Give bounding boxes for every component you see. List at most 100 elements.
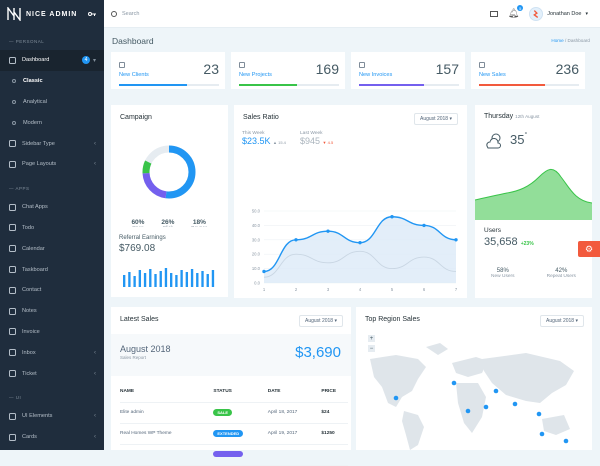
- dashboard-badge: 4: [82, 56, 90, 65]
- y-tick-label: 20.0: [252, 252, 261, 257]
- latest-sales-title: Latest Sales: [120, 316, 159, 323]
- top-region-title: Top Region Sales: [365, 316, 420, 323]
- world-map: [370, 343, 574, 450]
- row-status: EXTENDED: [213, 423, 268, 445]
- data-point: [358, 240, 362, 245]
- referral-bar: [196, 273, 199, 287]
- calendar-icon: [9, 245, 16, 253]
- zoom-in-button[interactable]: +: [368, 335, 375, 342]
- search-box[interactable]: Search: [111, 10, 140, 17]
- donut-segment-bounce: [142, 145, 196, 199]
- stat-icon: [239, 62, 245, 68]
- stat-progress-fill: [359, 84, 424, 86]
- stat-value: 157: [435, 61, 459, 77]
- stat-value: 236: [555, 61, 579, 77]
- key-icon[interactable]: [88, 11, 96, 17]
- y-tick-label: 10.0: [252, 266, 261, 271]
- circle-icon: [12, 120, 16, 125]
- search-input[interactable]: Search: [122, 10, 140, 17]
- referral-bar: [154, 274, 157, 287]
- sidebar-item-sidebar-type[interactable]: Sidebar Type ‹: [0, 133, 104, 154]
- section-personal: — PERSONAL: [9, 39, 45, 44]
- user-menu[interactable]: Jonathan Doe ▾: [529, 6, 588, 21]
- chevron-left-icon: ‹: [94, 140, 96, 147]
- table-row[interactable]: [120, 444, 348, 466]
- sidebar-subitem-classic[interactable]: Classic: [0, 71, 104, 92]
- breadcrumb-home[interactable]: Home: [551, 38, 564, 43]
- sales-ratio-dropdown[interactable]: August 2018 ▾: [414, 113, 458, 125]
- cards-icon: [9, 433, 16, 441]
- sidebar-item-inbox[interactable]: Inbox ‹: [0, 342, 104, 363]
- referral-bar: [133, 276, 136, 287]
- circle-icon: [12, 99, 16, 104]
- weather-area-chart: [475, 169, 592, 238]
- circle-icon: [12, 79, 16, 84]
- data-point: [262, 269, 266, 274]
- stat-progress: [119, 84, 219, 86]
- sidebar-item-contact[interactable]: Contact: [0, 280, 104, 301]
- sales-ratio-card: Sales Ratio August 2018 ▾ This Week $23.…: [234, 105, 467, 298]
- sidebar-item-taskboard[interactable]: Taskboard: [0, 259, 104, 280]
- stat-card: New Invoices 157: [351, 52, 465, 89]
- x-tick-label: 1: [263, 287, 266, 292]
- section-ui: — UI: [9, 394, 22, 400]
- referral-bar: [128, 272, 131, 287]
- status-badge: EXTENDED: [213, 429, 244, 437]
- x-tick-label: 4: [359, 287, 362, 292]
- sidebar-item-dashboard[interactable]: Dashboard 4 ▾: [0, 50, 104, 71]
- table-row[interactable]: Real Homes WP Theme EXTENDED April 19, 201…: [120, 423, 348, 445]
- stat-progress: [239, 84, 339, 86]
- row-date: April 19, 2017: [267, 423, 322, 445]
- latest-sales-dropdown[interactable]: August 2018 ▾: [299, 315, 343, 327]
- cloud-sun-icon: [486, 133, 501, 149]
- stat-icon: [119, 62, 125, 68]
- sidebar-item-chat-apps[interactable]: Chat Apps: [0, 197, 104, 218]
- invoice-icon: [9, 328, 16, 336]
- breadcrumb-current: Dashboard: [567, 38, 590, 43]
- data-point: [390, 215, 394, 219]
- bell-icon[interactable]: 🔔︎ 5: [507, 5, 524, 18]
- sidebar-item-ui-elements[interactable]: UI Elements ‹: [0, 406, 104, 427]
- x-tick-label: 3: [327, 287, 330, 292]
- sidebar-item-calendar[interactable]: Calendar: [0, 238, 104, 259]
- row-status: SALE: [213, 402, 268, 424]
- notification-count: 5: [517, 5, 524, 11]
- mail-icon[interactable]: [489, 10, 498, 17]
- x-tick-label: 2: [295, 287, 298, 292]
- table-row[interactable]: Elite admin SALE April 18, 2017 $24: [120, 402, 348, 424]
- x-tick-label: 7: [455, 287, 458, 292]
- section-apps: — APPS: [9, 185, 30, 191]
- ticket-icon: [9, 370, 16, 378]
- sidebar-subitem-modern[interactable]: Modern: [0, 112, 104, 133]
- settings-gear-button[interactable]: ⚙: [578, 241, 600, 257]
- referral-bar: [190, 269, 194, 287]
- chevron-left-icon: ‹: [94, 349, 96, 356]
- this-week-stat: This Week $23.5K ▲ 15.4: [242, 131, 286, 146]
- x-tick-label: 5: [391, 287, 394, 292]
- top-region-dropdown[interactable]: August 2018 ▾: [540, 315, 584, 327]
- sales-table: NAME STATUS DATE PRICE Elite admin SALE April…: [120, 381, 348, 466]
- last-week-stat: Last Week $945 ▼ 4.5: [300, 131, 334, 146]
- stat-icon: [479, 62, 485, 68]
- todo-icon: [9, 224, 16, 232]
- sidebar-item-cards[interactable]: Cards ‹: [0, 427, 104, 448]
- sidebar-item-todo[interactable]: Todo: [0, 218, 104, 239]
- zoom-out-button[interactable]: −: [368, 345, 375, 352]
- sales-summary: August 2018 Sales Report $3,690: [111, 334, 351, 376]
- sidebar-item-page-layouts[interactable]: Page Layouts ‹: [0, 154, 104, 175]
- row-name: [120, 444, 214, 466]
- row-name: Real Homes WP Theme: [120, 423, 214, 445]
- status-badge: SALE: [213, 408, 233, 416]
- referral-bar: [201, 271, 204, 287]
- referral-bar: [138, 270, 142, 287]
- brand-logo[interactable]: NICE ADMIN: [0, 0, 104, 28]
- referral-bar: [170, 273, 173, 287]
- sidebar-item-invoice[interactable]: Invoice: [0, 322, 104, 343]
- x-tick-label: 6: [423, 287, 426, 292]
- sidebar-item-ticket[interactable]: Ticket ‹: [0, 363, 104, 384]
- logo-icon: [7, 7, 21, 21]
- sidebar-item-notes[interactable]: Notes: [0, 301, 104, 322]
- sales-ratio-chart: 0.0 10.0 20.0 30.0 40.0 50.0 1 2 3 4 5 6 7: [252, 209, 458, 293]
- y-tick-label: 40.0: [252, 223, 261, 228]
- sidebar-subitem-analytical[interactable]: Analytical: [0, 92, 104, 113]
